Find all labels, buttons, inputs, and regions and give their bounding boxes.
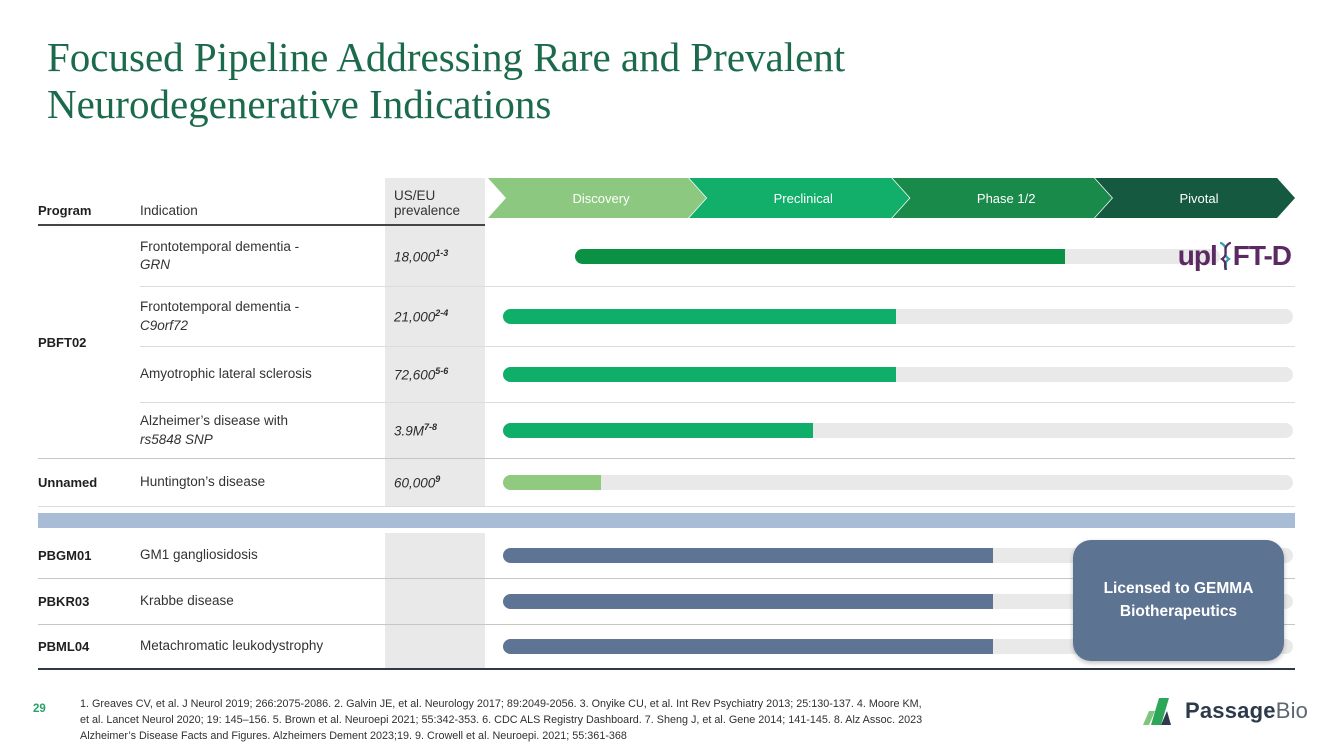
- reference-line-1: 1. Greaves CV, et al. J Neurol 2019; 266…: [80, 698, 922, 710]
- title-line-1: Focused Pipeline Addressing Rare and Pre…: [47, 34, 846, 80]
- prevalence-header-line-1: US/EU: [394, 188, 436, 203]
- indication-text: GM1 gangliosidosis: [140, 547, 258, 563]
- progress-bar: [502, 475, 601, 490]
- column-header-program: Program: [38, 178, 140, 226]
- prevalence-cell: 21,0002-4: [385, 287, 485, 347]
- program-label-pbml04: PBML04: [38, 625, 140, 670]
- prevalence-value: 60,000: [394, 475, 436, 491]
- indication-gm1: GM1 gangliosidosis: [140, 533, 385, 579]
- uplift-logo-prefix: upl: [1177, 240, 1218, 271]
- indication-gene: rs5848 SNP: [140, 431, 213, 447]
- dna-helix-icon: [1219, 241, 1231, 271]
- stage-chevrons: Discovery Preclinical Phase 1/2 Pivotal: [488, 178, 1295, 218]
- program-label-unnamed: Unnamed: [38, 459, 140, 507]
- indication-text: Huntington’s disease: [140, 474, 266, 490]
- program-label-pbft02: PBFT02: [38, 226, 140, 459]
- indication-gene: GRN: [140, 257, 170, 272]
- progress-cell: [485, 347, 1295, 403]
- progress-cell: [485, 403, 1295, 459]
- passage-bio-logo: PassageBio: [1140, 692, 1308, 730]
- stage-chevron-discovery: Discovery: [488, 178, 706, 218]
- progress-track: [502, 475, 1293, 490]
- indication-krabbe: Krabbe disease: [140, 579, 385, 625]
- column-header-indication: Indication: [140, 178, 385, 226]
- uplift-logo-suffix: FT-D: [1232, 240, 1292, 271]
- page-number: 29: [33, 703, 46, 715]
- indication-huntingtons: Huntington’s disease: [140, 459, 385, 507]
- reference-line-3: Alzheimer’s Disease Facts and Figures. A…: [80, 730, 627, 743]
- prevalence-reference: 1-3: [435, 247, 449, 258]
- prevalence-cell: 60,0009: [385, 459, 485, 507]
- licensed-box-line-1: Licensed to GEMMA: [1103, 580, 1254, 598]
- prevalence-cell: 3.9M7-8: [385, 403, 485, 459]
- indication-text: Krabbe disease: [140, 593, 234, 609]
- reference-line-2: et al. Lancet Neurol 2020; 19: 145–156. …: [80, 714, 923, 727]
- progress-cell: upl FT-D: [485, 226, 1295, 287]
- progress-bar: [502, 309, 896, 324]
- prevalence-cell: [385, 533, 485, 579]
- progress-bar: [502, 594, 993, 609]
- references: 1. Greaves CV, et al. J Neurol 2019; 266…: [80, 696, 1125, 745]
- indication-mld: Metachromatic leukodystrophy: [140, 625, 385, 670]
- indication-text: Amyotrophic lateral sclerosis: [140, 366, 312, 382]
- indication-text: Alzheimer’s disease with: [140, 413, 289, 429]
- indication-als: Amyotrophic lateral sclerosis: [140, 347, 385, 403]
- passage-bio-logo-mark: [1143, 698, 1171, 725]
- progress-track: [502, 309, 1293, 324]
- prevalence-value: 18,000: [394, 249, 436, 265]
- prevalence-cell: [385, 625, 485, 670]
- prevalence-cell: [385, 579, 485, 625]
- stage-chevron-pivotal: Pivotal: [1095, 178, 1295, 218]
- indication-ftd-c9orf72: Frontotemporal dementia - C9orf72: [140, 287, 385, 347]
- progress-bar: [502, 639, 993, 654]
- passage-bio-wordmark: PassageBio: [1185, 698, 1308, 724]
- progress-track: [502, 367, 1293, 382]
- program-label-pbkr03: PBKR03: [38, 579, 140, 625]
- brand-word-bio: Bio: [1275, 698, 1309, 723]
- prevalence-cell: 18,0001-3: [385, 226, 485, 287]
- prevalence-reference: 9: [435, 474, 441, 485]
- indication-gene: C9orf72: [140, 317, 189, 333]
- progress-cell: [485, 459, 1295, 507]
- prevalence-reference: 5-6: [435, 366, 449, 377]
- prevalence-value: 21,000: [394, 309, 436, 325]
- title-line-2: Neurodegenerative Indications: [47, 80, 552, 127]
- indication-ftd-grn: Frontotemporal dementia - GRN: [140, 226, 385, 287]
- progress-bar: [502, 548, 993, 563]
- column-header-prevalence: US/EU prevalence: [385, 178, 485, 226]
- indication-text: Frontotemporal dementia -: [140, 299, 300, 315]
- prevalence-reference: 2-4: [435, 308, 449, 319]
- prevalence-value: 3.9M: [394, 423, 425, 439]
- program-label-pbgm01: PBGM01: [38, 533, 140, 579]
- indication-text: Metachromatic leukodystrophy: [140, 638, 324, 654]
- prevalence-header-line-2: prevalence: [394, 203, 461, 218]
- prevalence-reference: 7-8: [424, 422, 438, 433]
- progress-track: [502, 423, 1293, 438]
- uplift-d-logo: upl FT-D: [1177, 240, 1292, 272]
- progress-bar: [575, 248, 1065, 264]
- prevalence-value: 72,600: [394, 367, 436, 383]
- stage-header: Discovery Preclinical Phase 1/2 Pivotal: [485, 178, 1295, 226]
- section-divider: [38, 507, 1295, 533]
- progress-track: [575, 248, 1220, 264]
- progress-bar: [502, 367, 896, 382]
- banner-bar: [38, 512, 1295, 528]
- stage-chevron-preclinical: Preclinical: [689, 178, 909, 218]
- slide-title: Focused Pipeline Addressing Rare and Pre…: [47, 34, 845, 127]
- indication-alzheimers-rs5848: Alzheimer’s disease with rs5848 SNP: [140, 403, 385, 459]
- progress-cell: [485, 287, 1295, 347]
- brand-word-passage: Passage: [1185, 698, 1276, 723]
- licensed-box-line-2: Biotherapeutics: [1119, 602, 1238, 620]
- indication-text: Frontotemporal dementia -: [140, 238, 300, 254]
- stage-chevron-phase-1-2: Phase 1/2: [892, 178, 1112, 218]
- prevalence-cell: 72,6005-6: [385, 347, 485, 403]
- progress-bar: [502, 423, 813, 438]
- licensed-box: Licensed to GEMMA Biotherapeutics: [1073, 540, 1284, 661]
